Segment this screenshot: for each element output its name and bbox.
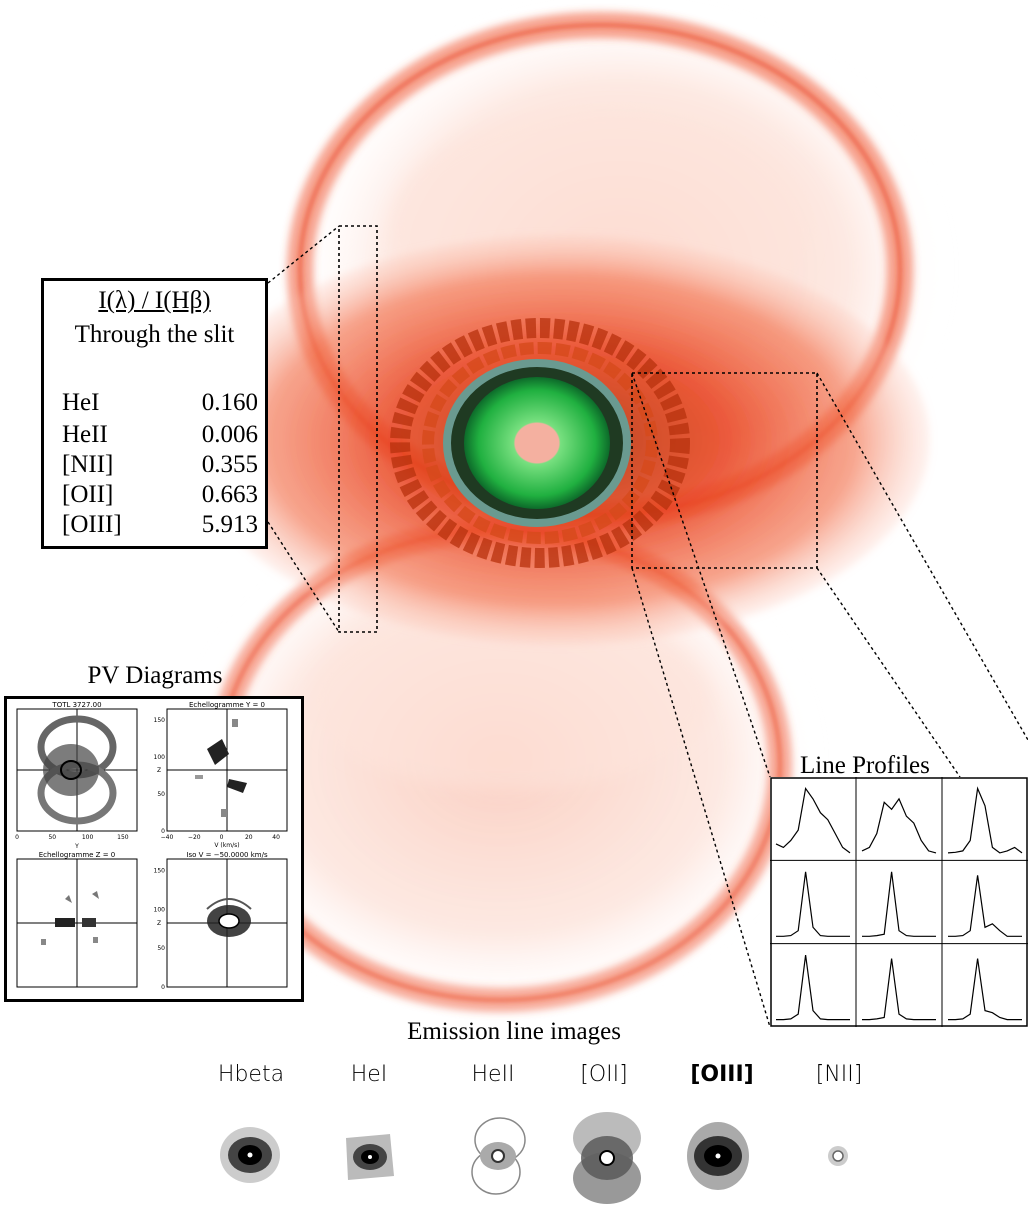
ratio-line-value: 0.160 (201, 389, 258, 416)
pv-panel-ylabel: Z (157, 920, 161, 927)
ratio-line-name: [NII] (62, 451, 114, 478)
pv-tick-label: −40 (161, 834, 174, 841)
ratio-line-name: [OII] (62, 481, 114, 508)
line-profile-curve (776, 955, 850, 1021)
line-profiles-title: Line Profiles (800, 752, 930, 779)
ratio-title: I(λ) / I(Hβ) (98, 287, 211, 314)
line-profile-curve (775, 786, 851, 854)
line-profile-curve (948, 958, 1022, 1021)
ratio-line-value: 5.913 (201, 511, 258, 538)
slit-rectangle (338, 225, 378, 633)
emission-label: HeI (350, 1062, 388, 1087)
pv-tick-label: 100 (154, 906, 166, 913)
ratio-row: HeII 0.006 (62, 421, 258, 451)
ratio-line-value: 0.663 (201, 481, 258, 508)
ratio-subtitle: Through the slit (74, 321, 235, 348)
hei-image (346, 1134, 394, 1180)
pv-tick-label: 0 (161, 828, 165, 835)
pv-panel-1-content (37, 715, 117, 825)
pv-tick-label: 50 (48, 834, 56, 841)
line-ratio-box: I(λ) / I(Hβ) Through the slit HeI 0.160 … (41, 278, 268, 549)
profile-grid-frame (770, 777, 1028, 1027)
pv-tick-label: 20 (245, 834, 253, 841)
line-profile-curve (861, 797, 937, 854)
pv-panel-ylabel: Z (157, 767, 161, 774)
pv-panel-title: Echellogramme Y = 0 (189, 701, 265, 709)
pv-panel-title: TOTL 3727.00 (51, 701, 101, 709)
ratio-line-value: 0.006 (201, 421, 258, 448)
pv-tick-label: 0 (15, 834, 19, 841)
pv-diagrams-plot: TOTL 3727.00 Echellogramme Y = 0 Echello… (15, 701, 288, 991)
connector-lines (267, 225, 1028, 1028)
pv-panel-xlabel: V (km/s) (214, 842, 239, 849)
ratio-row: [OIII] 5.913 (62, 511, 258, 541)
pv-tick-label: −20 (188, 834, 201, 841)
pv-panel-title: Echellogramme Z = 0 (39, 851, 116, 859)
line-profiles-panel (770, 777, 1028, 1027)
hbeta-image (220, 1127, 280, 1183)
ratio-row: HeI 0.160 (62, 389, 258, 419)
emission-label: Hbeta (217, 1062, 285, 1087)
emission-title: Emission line images (407, 1018, 621, 1045)
emission-label: HeII (471, 1062, 515, 1087)
pv-tick-label: 150 (154, 717, 166, 724)
ratio-line-name: HeI (62, 389, 100, 416)
oii-image (573, 1112, 641, 1204)
core-emission (464, 377, 610, 509)
emission-label: [NII] (815, 1062, 863, 1087)
line-profiles-plot (770, 777, 1028, 1027)
profile-region (631, 372, 818, 569)
pv-panel-title: Iso V = −50.0000 km/s (186, 851, 268, 859)
pv-diagrams-title: PV Diagrams (87, 662, 223, 689)
pv-panel-2-content (195, 719, 247, 817)
pv-tick-label: 150 (154, 868, 166, 875)
heii-image (471, 1117, 526, 1195)
pv-tick-label: 40 (272, 834, 280, 841)
pv-panel-xlabel: Y (74, 843, 79, 850)
pv-panel-3-content (41, 891, 99, 945)
pv-tick-label: 0 (161, 984, 165, 991)
line-profile-curve (947, 786, 1023, 854)
ratio-line-name: HeII (62, 421, 108, 448)
line-profile-curve (776, 871, 850, 937)
ratio-line-value: 0.355 (201, 451, 258, 478)
pv-tick-label: 50 (157, 791, 165, 798)
pv-diagrams-panel: TOTL 3727.00 Echellogramme Y = 0 Echello… (4, 696, 304, 1002)
pv-tick-label: 150 (117, 834, 129, 841)
ratio-row: [OII] 0.663 (62, 481, 258, 511)
nii-image (828, 1146, 848, 1166)
ratio-line-name: [OIII] (62, 511, 122, 538)
pv-tick-label: 50 (157, 945, 165, 952)
emission-label: [OIII] (690, 1062, 754, 1087)
line-profile-curve (862, 958, 936, 1021)
pv-tick-label: 0 (220, 834, 224, 841)
emission-label: [OII] (580, 1062, 628, 1087)
line-profile-curve (862, 871, 936, 937)
pv-panel-4-content (206, 898, 252, 937)
line-profile-curve (948, 875, 1022, 937)
oiii-image (687, 1122, 749, 1190)
ratio-row: [NII] 0.355 (62, 451, 258, 481)
pv-tick-label: 100 (82, 834, 94, 841)
pv-tick-label: 100 (154, 754, 166, 761)
